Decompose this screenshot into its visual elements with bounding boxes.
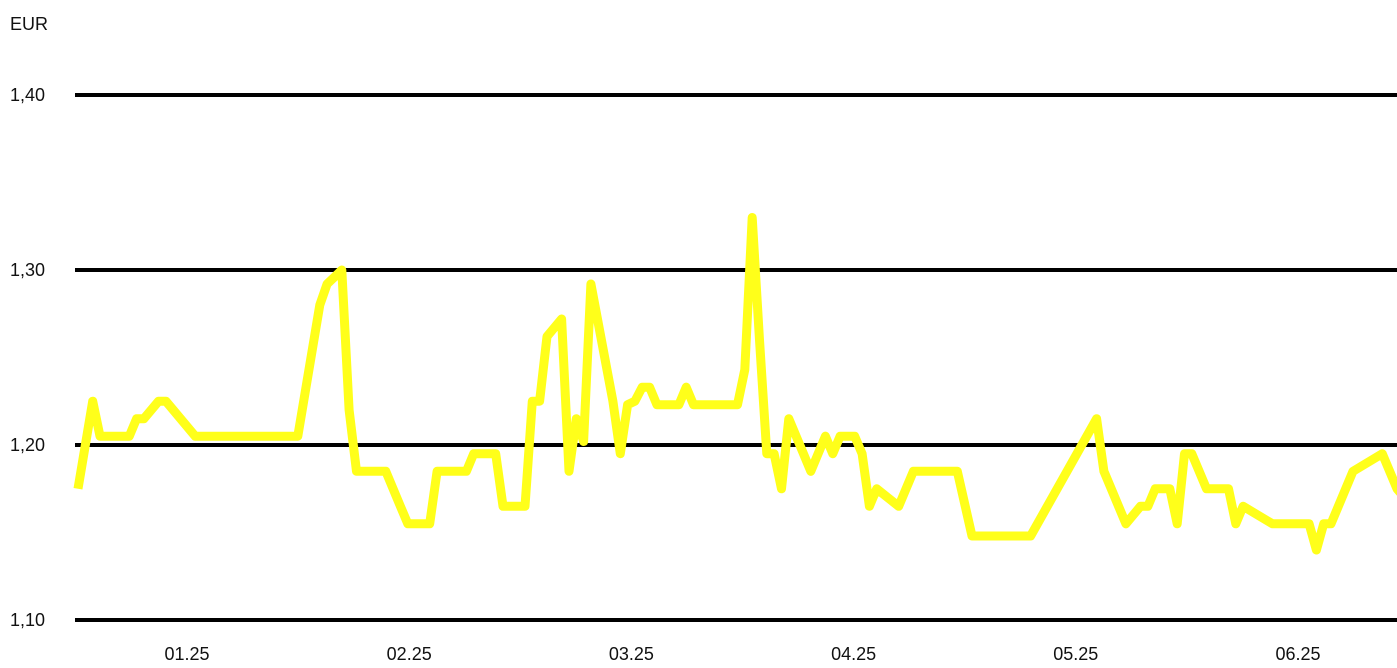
series-group — [78, 218, 1397, 551]
x-tick-label: 01.25 — [164, 644, 209, 664]
y-axis-ticks: 1,40 1,30 1,20 1,10 — [10, 85, 45, 630]
gridlines — [75, 95, 1397, 620]
y-axis-unit-label: EUR — [10, 14, 48, 34]
y-tick-label: 1,10 — [10, 610, 45, 630]
x-tick-label: 05.25 — [1053, 644, 1098, 664]
series-line-0 — [78, 218, 1397, 551]
x-tick-label: 02.25 — [387, 644, 432, 664]
y-tick-label: 1,30 — [10, 260, 45, 280]
y-tick-label: 1,40 — [10, 85, 45, 105]
x-tick-label: 04.25 — [831, 644, 876, 664]
x-tick-label: 03.25 — [609, 644, 654, 664]
x-axis-ticks: 01.25 02.25 03.25 04.25 05.25 06.25 — [164, 644, 1320, 664]
y-tick-label: 1,20 — [10, 435, 45, 455]
x-tick-label: 06.25 — [1275, 644, 1320, 664]
